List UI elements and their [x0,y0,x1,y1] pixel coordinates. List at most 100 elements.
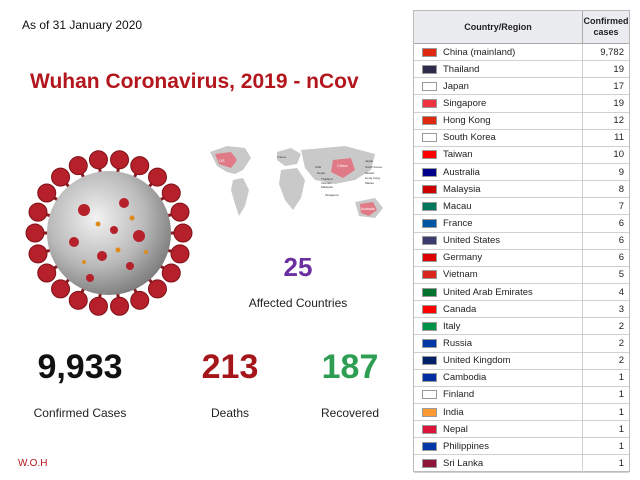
country-name: France [443,217,473,229]
flag-icon [422,356,437,366]
table-row: Hong Kong 12 [414,112,629,130]
cases-cell: 1 [618,440,624,452]
cases-cell: 11 [614,132,624,144]
country-name: Hong Kong [443,115,491,127]
map-label: Thailand [321,177,333,181]
flag-icon [422,458,437,468]
flag-icon [422,424,437,434]
table-row: India 1 [414,403,629,422]
country-cell: India [414,403,583,421]
cases-cell: 5 [618,269,624,281]
flag-icon [422,390,437,400]
cases-cell: 19 [613,97,624,109]
country-name: Finland [443,389,475,401]
country-cell: South Korea [414,129,583,146]
country-cell: Germany [414,249,583,266]
table-header: Country/Region Confirmed cases [414,11,629,44]
map-label: China [337,163,348,168]
country-cell: United States [414,232,583,249]
country-cell: United Arab Emirates [414,283,583,301]
country-name: Vietnam [443,269,478,281]
headline: Wuhan Coronavirus, 2019 - nCov [30,70,359,93]
cases-cell: 10 [613,149,624,161]
flag-icon [422,407,437,417]
country-cell: China (mainland) [414,44,583,61]
country-name: Taiwan [443,149,473,161]
map-label: Vietnam [321,181,332,185]
flag-icon [422,304,437,314]
cases-cell: 4 [618,286,624,298]
flag-icon [422,133,437,143]
table-row: Thailand 19 [414,61,629,79]
flag-icon [422,47,437,57]
map-label: Japan [365,159,374,163]
country-name: United Kingdom [443,355,511,367]
country-name: Germany [443,252,483,264]
country-cell: United Kingdom [414,352,583,369]
table-row: Germany 6 [414,249,629,267]
cases-cell: 1 [618,372,624,384]
flag-icon [422,64,437,74]
country-name: Cambodia [443,372,487,384]
flag-icon [422,287,437,297]
table-row: Singapore 19 [414,95,629,113]
cases-cell: 1 [618,389,624,401]
as-of-date: As of 31 January 2020 [22,18,143,32]
country-cell: Nepal [414,421,583,438]
deaths-count: 213 [201,348,259,386]
table-row: United States 6 [414,232,629,250]
cases-cell: 12 [613,115,624,127]
table-row: Nepal 1 [414,421,629,439]
table-row: Cambodia 1 [414,369,629,387]
country-cell: Australia [414,163,583,181]
map-label: UAE [315,165,321,169]
table-row: Philippines 1 [414,438,629,456]
cases-cell: 6 [618,217,624,229]
country-name: China (mainland) [443,46,516,58]
country-cell: Russia [414,335,583,352]
cases-cell: 3 [618,303,624,315]
country-cell: Taiwan [414,146,583,163]
flag-icon [422,167,437,177]
cases-cell: 9 [618,166,624,178]
map-label: Nepal [317,171,325,175]
deaths-label: Deaths [210,406,250,420]
column-header-country: Country/Region [414,11,583,43]
map-label: US [219,158,225,163]
flag-icon [422,116,437,126]
table-row: Vietnam 5 [414,266,629,284]
map-label: Hong Kong [365,176,380,180]
country-cell: Malaysia [414,181,583,198]
flag-icon [422,98,437,108]
cases-cell: 6 [618,252,624,264]
table-row: Japan 17 [414,78,629,96]
world-map: US France UAE Nepal Thailand Vietnam Mal… [210,146,383,218]
table-row: China (mainland) 9,782 [414,44,629,62]
cases-cell: 6 [618,235,624,247]
table-row: Macau 7 [414,198,629,216]
map-label: France [277,155,287,159]
flag-icon [422,81,437,91]
flag-icon [422,150,437,160]
table-row: United Arab Emirates 4 [414,283,629,302]
map-label: Australia [361,207,375,211]
country-cell: Canada [414,301,583,318]
country-cell: Singapore [414,95,583,112]
country-name: Italy [443,320,461,332]
cases-cell: 8 [618,183,624,195]
country-name: Canada [443,303,477,315]
flag-icon [422,236,437,246]
country-name: United States [443,235,501,247]
country-name: South Korea [443,132,496,144]
country-name: Singapore [443,97,487,109]
cases-cell: 2 [618,320,624,332]
table-row: South Korea 11 [414,129,629,147]
map-label: Macau [365,181,374,185]
cases-cell: 19 [613,63,624,75]
country-name: India [443,406,464,418]
cases-cell: 1 [618,406,624,418]
cases-cell: 2 [618,355,624,367]
country-cell: Vietnam [414,266,583,283]
recovered-count: 187 [321,348,379,386]
table-row: Taiwan 10 [414,146,629,164]
